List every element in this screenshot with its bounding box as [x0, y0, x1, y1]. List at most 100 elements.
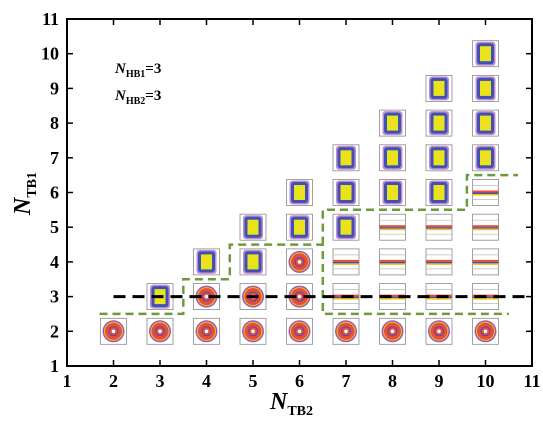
- point-core: [390, 329, 395, 334]
- point-band: [472, 263, 499, 265]
- point-rect-core: [480, 115, 491, 131]
- y-tick-label: 4: [50, 252, 59, 272]
- data-point: [332, 213, 360, 241]
- point-band: [426, 228, 452, 231]
- point-rect-core: [433, 115, 445, 131]
- point-core: [111, 329, 116, 334]
- data-point: [193, 317, 220, 345]
- data-point: [472, 75, 499, 102]
- point-rect-core: [433, 150, 445, 166]
- point-band: [379, 261, 406, 264]
- data-point: [472, 248, 499, 276]
- x-tick-label: 8: [388, 371, 397, 391]
- x-tick-label: 9: [435, 371, 444, 391]
- y-tick-label: 9: [50, 78, 59, 98]
- point-core: [204, 329, 209, 334]
- point-band: [379, 296, 406, 299]
- data-point: [332, 144, 360, 172]
- point-rect-core: [480, 150, 491, 166]
- point-band: [379, 298, 406, 300]
- x-axis-title: NTB2: [269, 389, 313, 419]
- point-band: [379, 225, 406, 228]
- point-rect-core: [201, 254, 212, 270]
- point-core: [437, 329, 441, 334]
- y-tick-label: 3: [50, 287, 59, 307]
- y-tick-label: 10: [41, 44, 59, 64]
- point-band: [472, 225, 499, 228]
- data-point: [425, 144, 453, 172]
- point-band: [472, 261, 499, 264]
- data-point: [239, 213, 267, 241]
- point-band: [472, 259, 499, 262]
- point-band: [426, 227, 452, 229]
- data-point: [379, 144, 406, 172]
- data-point: [193, 283, 220, 311]
- data-point: [286, 213, 313, 241]
- point-rect-core: [480, 80, 491, 96]
- data-point: [472, 144, 499, 172]
- point-band: [333, 298, 359, 300]
- point-core: [204, 294, 209, 299]
- data-point: [286, 248, 313, 276]
- point-band: [379, 263, 406, 265]
- point-core: [251, 329, 255, 334]
- x-tick-label: 3: [156, 371, 165, 391]
- point-rect-core: [247, 254, 259, 270]
- data-point: [425, 248, 453, 276]
- data-point: [286, 179, 313, 206]
- point-band: [333, 263, 359, 265]
- point-core: [297, 329, 302, 334]
- y-tick-label: 8: [50, 113, 59, 133]
- point-band: [472, 228, 499, 231]
- point-rect-core: [294, 185, 305, 200]
- data-point: [425, 75, 453, 102]
- point-rect-core: [340, 185, 352, 200]
- data-point: [332, 317, 360, 345]
- point-band: [472, 194, 499, 196]
- data-point: [286, 283, 313, 311]
- x-tick-label: 5: [249, 371, 258, 391]
- y-tick-label: 5: [50, 217, 59, 237]
- y-tick-label: 11: [42, 9, 59, 29]
- boundary-upper-line: [321, 173, 518, 245]
- boundary-lines: [99, 173, 518, 316]
- data-point: [472, 109, 499, 137]
- point-band: [426, 263, 452, 265]
- data-point: [425, 213, 453, 241]
- data-point: [379, 213, 406, 241]
- data-point: [379, 248, 406, 276]
- data-point: [332, 248, 360, 276]
- data-point: [472, 179, 499, 206]
- y-tick-label: 1: [50, 356, 59, 376]
- data-point: [193, 248, 220, 276]
- point-band: [426, 225, 452, 228]
- data-point: [425, 109, 453, 137]
- point-band: [333, 259, 359, 262]
- point-rect-core: [387, 150, 398, 166]
- data-point: [379, 109, 406, 137]
- data-point: [425, 317, 453, 345]
- plot-frame: [66, 18, 533, 367]
- point-band: [472, 298, 499, 300]
- x-tick-label: 6: [295, 371, 304, 391]
- point-rect-core: [387, 115, 398, 131]
- y-tick-label: 2: [50, 321, 59, 341]
- x-tick-label: 7: [342, 371, 351, 391]
- point-rect-core: [247, 219, 259, 235]
- data-point: [379, 179, 406, 206]
- annotation-nhb2: NHB2=3: [114, 88, 161, 107]
- annotation-nhb1: NHB1=3: [114, 61, 161, 80]
- point-core: [344, 329, 348, 334]
- x-tick-label: 4: [202, 371, 211, 391]
- point-band: [472, 192, 499, 194]
- data-point: [100, 317, 127, 345]
- x-tick-label: 10: [477, 371, 495, 391]
- y-tick-label: 6: [50, 183, 59, 203]
- data-point: [286, 317, 313, 345]
- x-tick-label: 2: [109, 371, 118, 391]
- point-rect-core: [387, 185, 398, 200]
- point-rect-core: [340, 219, 352, 235]
- y-axis-title: NTB1: [10, 172, 40, 216]
- point-band: [472, 190, 499, 193]
